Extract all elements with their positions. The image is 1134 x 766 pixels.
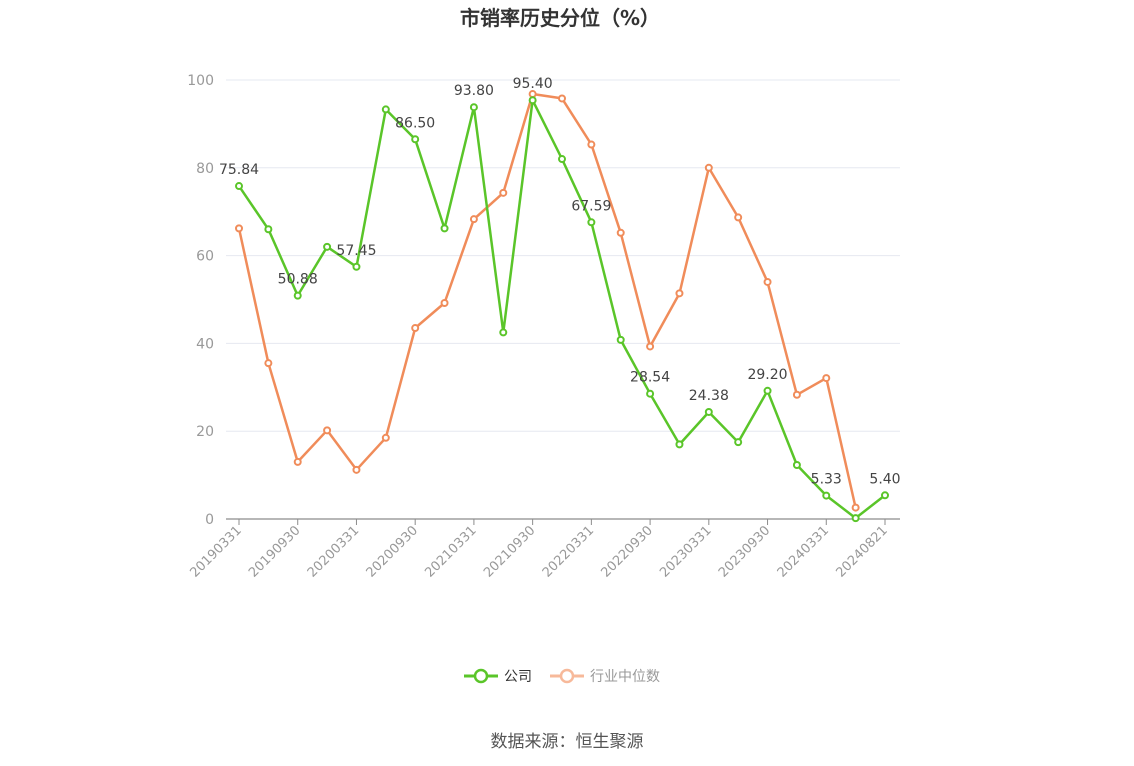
data-point-industry[interactable] (734, 213, 743, 222)
legend-industry-marker (559, 668, 575, 684)
x-axis: 20190331 20190930 20200331 20200930 20210331… (187, 518, 900, 581)
data-point-industry[interactable] (469, 215, 478, 224)
x-tick-label: 20200331 (305, 523, 362, 580)
data-point-industry[interactable] (675, 289, 684, 298)
legend-item-industry[interactable]: 行业中位数 (550, 668, 660, 685)
data-point-company[interactable] (528, 96, 537, 105)
series-layer (235, 90, 889, 523)
source-note: 数据来源：恒生聚源 (491, 732, 644, 752)
legend-industry-label: 行业中位数 (590, 669, 660, 685)
y-tick-label: 20 (196, 424, 214, 440)
data-point-company[interactable] (469, 103, 478, 112)
data-point-industry[interactable] (411, 324, 420, 333)
data-point-industry[interactable] (704, 163, 713, 172)
data-point-company[interactable] (851, 514, 860, 523)
data-point-company[interactable] (381, 105, 390, 114)
legend: 公司 行业中位数 (464, 668, 660, 685)
data-label: 93.80 (454, 83, 494, 99)
grid (226, 79, 900, 432)
data-label: 29.20 (747, 367, 787, 383)
data-point-industry[interactable] (440, 299, 449, 308)
data-point-company[interactable] (411, 135, 420, 144)
y-tick-label: 40 (196, 336, 214, 352)
data-point-company[interactable] (352, 262, 361, 271)
x-tick-label: 20230331 (657, 523, 714, 580)
data-point-company[interactable] (558, 155, 566, 164)
data-point-industry[interactable] (381, 433, 390, 442)
y-axis: 0 20 40 60 80 100 (187, 73, 214, 528)
data-point-company[interactable] (881, 491, 889, 500)
chart-title: 市销率历史分位（%） (460, 6, 660, 30)
series-line-industry (237, 92, 857, 508)
data-point-industry[interactable] (587, 140, 596, 149)
data-label: 57.45 (336, 243, 376, 259)
data-point-company[interactable] (792, 461, 801, 470)
data-point-company[interactable] (822, 491, 831, 500)
data-label: 28.54 (630, 370, 670, 386)
data-label: 75.84 (219, 162, 259, 178)
data-label: 5.40 (869, 471, 900, 487)
data-point-industry[interactable] (763, 277, 772, 286)
data-point-company[interactable] (587, 218, 596, 227)
data-point-industry[interactable] (558, 94, 566, 103)
data-label: 24.38 (689, 388, 729, 404)
x-tick-label: 20240821 (833, 523, 890, 580)
data-point-industry[interactable] (822, 374, 831, 383)
data-point-industry[interactable] (792, 390, 801, 399)
data-label: 86.50 (395, 115, 435, 131)
data-point-company[interactable] (704, 407, 713, 416)
legend-company-label: 公司 (504, 669, 532, 685)
data-point-industry[interactable] (352, 465, 361, 474)
data-label: 95.40 (513, 76, 553, 92)
data-point-company[interactable] (235, 182, 243, 191)
legend-item-company[interactable]: 公司 (464, 668, 532, 685)
y-tick-label: 80 (196, 161, 214, 177)
data-point-company[interactable] (264, 225, 273, 234)
x-tick-label: 20190930 (246, 523, 303, 580)
data-point-industry[interactable] (646, 342, 655, 351)
data-point-industry[interactable] (499, 188, 508, 197)
data-point-company[interactable] (323, 242, 332, 251)
data-point-industry[interactable] (264, 359, 273, 368)
x-tick-label: 20190331 (187, 523, 244, 580)
data-label: 5.33 (811, 472, 842, 488)
data-point-industry[interactable] (323, 426, 332, 435)
data-labels: 75.84 50.88 57.45 86.50 93.80 95.40 67.59 28.54… (219, 76, 901, 487)
data-label: 67.59 (571, 198, 611, 214)
x-tick-label: 20200930 (364, 523, 421, 580)
data-label: 50.88 (278, 272, 318, 288)
data-point-company[interactable] (763, 386, 772, 395)
data-point-company[interactable] (616, 335, 625, 344)
x-tick-label: 20210930 (481, 523, 538, 580)
x-tick-label: 20220331 (540, 523, 597, 580)
data-point-industry[interactable] (293, 457, 302, 466)
x-tick-label: 20240331 (775, 523, 832, 580)
legend-company-marker (473, 668, 489, 684)
data-point-company[interactable] (499, 328, 508, 337)
data-point-industry[interactable] (235, 224, 243, 233)
x-tick-label: 20220930 (599, 523, 656, 580)
x-tick-label: 20230930 (716, 523, 773, 580)
data-point-company[interactable] (440, 224, 449, 233)
x-tick-label: 20210331 (422, 523, 479, 580)
y-tick-label: 0 (205, 512, 214, 528)
data-point-company[interactable] (675, 440, 684, 449)
data-point-industry[interactable] (616, 228, 625, 237)
data-point-industry[interactable] (851, 503, 860, 512)
data-point-company[interactable] (293, 291, 302, 300)
data-point-company[interactable] (734, 438, 743, 447)
y-tick-label: 60 (196, 249, 214, 265)
y-tick-label: 100 (187, 73, 214, 89)
data-point-company[interactable] (646, 389, 655, 398)
